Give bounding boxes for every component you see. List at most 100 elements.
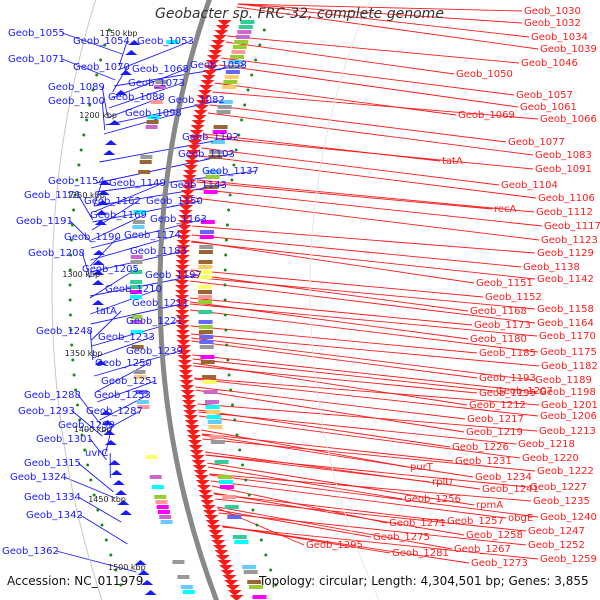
gene-label-reverse[interactable]: Geob_1152	[485, 292, 542, 303]
gene-label-reverse[interactable]: rplU	[432, 477, 453, 488]
gene-label-forward[interactable]: Geob_1251	[101, 376, 158, 387]
gene-label-reverse[interactable]: Geob_1259	[540, 554, 597, 565]
gene-label-reverse[interactable]: Geob_1275	[373, 532, 430, 543]
gene-label-forward[interactable]: Geob_1197	[145, 270, 202, 281]
gene-label-reverse[interactable]: Geob_1066	[540, 114, 597, 125]
gene-label-reverse[interactable]: Geob_1267	[454, 544, 511, 555]
gene-label-forward[interactable]: Geob_1070	[73, 62, 130, 73]
gene-label-reverse[interactable]: Geob_1057	[516, 90, 573, 101]
gene-label-reverse[interactable]: Geob_1257	[447, 516, 504, 527]
gene-label-reverse[interactable]: Geob_1091	[535, 164, 592, 175]
gene-label-reverse[interactable]: Geob_1241	[482, 484, 539, 495]
gene-label-reverse[interactable]: Geob_1189	[535, 375, 592, 386]
gene-label-reverse[interactable]: Geob_1198	[539, 387, 596, 398]
gene-label-reverse[interactable]: Geob_1104	[501, 180, 558, 191]
gene-label-reverse[interactable]: Geob_1185	[479, 348, 536, 359]
gene-label-reverse[interactable]: Geob_1256	[404, 494, 461, 505]
gene-label-forward[interactable]: Geob_1154	[48, 176, 105, 187]
gene-label-reverse[interactable]: Geob_1234	[475, 472, 532, 483]
gene-label-forward[interactable]: Geob_1100	[48, 96, 105, 107]
gene-label-reverse[interactable]: purT	[410, 462, 434, 473]
gene-label-forward[interactable]: Geob_1058	[190, 60, 247, 71]
gene-label-forward[interactable]: Geob_1362	[2, 546, 59, 557]
gene-label-reverse[interactable]: Geob_1061	[520, 102, 577, 113]
gene-label-reverse[interactable]: Geob_1182	[541, 361, 598, 372]
gene-label-reverse[interactable]: obgE	[508, 513, 533, 524]
gene-label-reverse[interactable]: Geob_1170	[539, 331, 596, 342]
gene-label-forward[interactable]: Geob_1324	[10, 472, 67, 483]
gene-label-forward[interactable]: Geob_1162	[84, 196, 141, 207]
gene-label-forward[interactable]: Geob_1205	[82, 264, 139, 275]
gene-label-forward[interactable]: Geob_1071	[8, 54, 65, 65]
gene-label-reverse[interactable]: Geob_1227	[530, 482, 587, 493]
gene-label-reverse[interactable]: Geob_1240	[540, 512, 597, 523]
gene-label-reverse[interactable]: Geob_1219	[466, 427, 523, 438]
gene-label-reverse[interactable]: Geob_1117	[544, 221, 600, 232]
gene-label-reverse[interactable]: Geob_1106	[538, 193, 595, 204]
gene-label-forward[interactable]: Geob_1239	[126, 346, 183, 357]
gene-label-reverse[interactable]: Geob_1231	[455, 456, 512, 467]
gene-label-forward[interactable]: Geob_1150	[146, 196, 203, 207]
gene-label-forward[interactable]: Geob_1190	[64, 232, 121, 243]
gene-label-forward[interactable]: Geob_1102	[182, 132, 239, 143]
gene-label-forward[interactable]: Geob_1169	[90, 210, 147, 221]
gene-label-forward[interactable]: Geob_1210	[105, 284, 162, 295]
gene-label-reverse[interactable]: Geob_1217	[467, 414, 524, 425]
gene-label-reverse[interactable]: Geob_1030	[524, 6, 581, 17]
gene-label-reverse[interactable]: Geob_1046	[521, 58, 578, 69]
gene-label-reverse[interactable]: Geob_1138	[523, 262, 580, 273]
gene-label-reverse[interactable]: Geob_1193	[479, 373, 536, 384]
gene-label-reverse[interactable]: Geob_1083	[535, 150, 592, 161]
gene-label-reverse[interactable]: Geob_1034	[531, 32, 588, 43]
gene-label-reverse[interactable]: Geob_1175	[540, 347, 597, 358]
gene-label-reverse[interactable]: recA	[494, 204, 517, 215]
gene-label-forward[interactable]: Geob_1248	[36, 326, 93, 337]
gene-label-reverse[interactable]: Geob_1235	[533, 496, 590, 507]
gene-label-reverse[interactable]: Geob_1077	[508, 137, 565, 148]
gene-label-forward[interactable]: Geob_1054	[73, 36, 130, 47]
gene-label-reverse[interactable]: Geob_1247	[528, 526, 585, 537]
gene-label-forward[interactable]: Geob_1315	[24, 458, 81, 469]
gene-label-reverse[interactable]: Geob_1050	[456, 69, 513, 80]
gene-label-reverse[interactable]: Geob_1168	[470, 306, 527, 317]
gene-label-forward[interactable]: Geob_1068	[132, 64, 189, 75]
gene-label-reverse[interactable]: Geob_1112	[536, 207, 593, 218]
gene-label-reverse[interactable]: Geob_1180	[470, 334, 527, 345]
gene-label-forward[interactable]: Geob_1055	[8, 28, 65, 39]
gene-label-forward[interactable]: Geob_1293	[18, 406, 75, 417]
gene-label-reverse[interactable]: Geob_1218	[518, 439, 575, 450]
gene-label-forward[interactable]: Geob_1342	[26, 510, 83, 521]
gene-label-reverse[interactable]: Geob_1207	[496, 386, 553, 397]
gene-label-reverse[interactable]: Geob_1213	[539, 426, 596, 437]
gene-label-forward[interactable]: Geob_1183	[130, 246, 187, 257]
gene-label-reverse[interactable]: Geob_1271	[389, 518, 446, 529]
gene-label-reverse[interactable]: Geob_1032	[524, 18, 581, 29]
gene-label-forward[interactable]: Geob_1287	[86, 406, 143, 417]
gene-label-forward[interactable]: Geob_1174	[124, 230, 181, 241]
gene-label-reverse[interactable]: Geob_1173	[474, 320, 531, 331]
gene-label-forward[interactable]: Geob_1191	[16, 216, 73, 227]
gene-label-forward[interactable]: Geob_1171	[24, 190, 81, 201]
gene-label-reverse[interactable]: Geob_1206	[540, 411, 597, 422]
gene-label-forward[interactable]: Geob_1288	[24, 390, 81, 401]
gene-label-forward[interactable]: Geob_1082	[168, 95, 225, 106]
gene-label-reverse[interactable]: Geob_1212	[469, 400, 526, 411]
gene-label-reverse[interactable]: Geob_1142	[537, 274, 594, 285]
gene-label-forward[interactable]: Geob_1211	[132, 298, 189, 309]
gene-label-forward[interactable]: Geob_1103	[178, 149, 235, 160]
gene-label-forward[interactable]: Geob_1163	[150, 214, 207, 225]
gene-label-forward[interactable]: Geob_1221	[126, 316, 183, 327]
gene-label-reverse[interactable]: Geob_1123	[541, 235, 598, 246]
gene-label-reverse[interactable]: Geob_1220	[522, 453, 579, 464]
gene-label-forward[interactable]: Geob_1088	[108, 92, 165, 103]
gene-label-reverse[interactable]: Geob_1252	[528, 540, 585, 551]
gene-label-forward[interactable]: Geob_1098	[125, 108, 182, 119]
gene-label-reverse[interactable]: tatA	[442, 156, 463, 167]
gene-label-forward[interactable]: Geob_1301	[36, 434, 93, 445]
gene-label-forward[interactable]: Geob_1137	[202, 166, 259, 177]
gene-label-forward[interactable]: Geob_1089	[48, 82, 105, 93]
gene-label-forward[interactable]: Geob_1334	[24, 492, 81, 503]
gene-label-forward[interactable]: Geob_1208	[28, 248, 85, 259]
gene-label-reverse[interactable]: Geob_1039	[540, 44, 597, 55]
gene-label-reverse[interactable]: Geob_1222	[537, 466, 594, 477]
